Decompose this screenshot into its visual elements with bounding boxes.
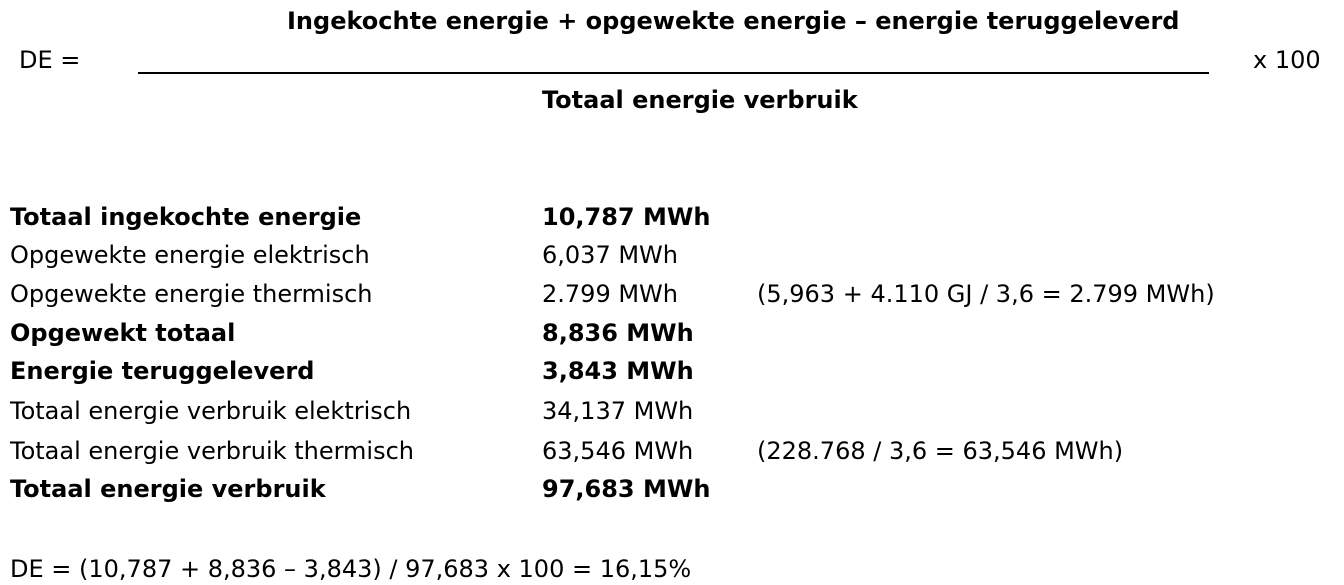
- row-label-opgewekt-totaal: Opgewekt totaal: [10, 319, 236, 347]
- row-value-opgewekte-energie-elektrisch: 6,037 MWh: [542, 241, 678, 269]
- formula-multiplier: x 100: [1253, 46, 1321, 74]
- row-value-energie-teruggeleverd: 3,843 MWh: [542, 357, 694, 385]
- row-value-opgewekte-energie-thermisch: 2.799 MWh: [542, 280, 678, 308]
- row-label-opgewekte-energie-thermisch: Opgewekte energie thermisch: [10, 280, 373, 308]
- row-value-totaal-energie-verbruik-thermisch: 63,546 MWh: [542, 437, 694, 465]
- row-label-energie-teruggeleverd: Energie teruggeleverd: [10, 357, 315, 385]
- row-note-totaal-energie-verbruik-thermisch: (228.768 / 3,6 = 63,546 MWh): [757, 437, 1124, 465]
- row-label-totaal-ingekochte-energie: Totaal ingekochte energie: [10, 203, 362, 231]
- row-label-totaal-energie-verbruik-thermisch: Totaal energie verbruik thermisch: [10, 437, 415, 465]
- fraction-line: [138, 72, 1209, 74]
- row-value-totaal-energie-verbruik: 97,683 MWh: [542, 475, 711, 503]
- row-value-opgewekt-totaal: 8,836 MWh: [542, 319, 694, 347]
- row-label-opgewekte-energie-elektrisch: Opgewekte energie elektrisch: [10, 241, 370, 269]
- row-value-totaal-ingekochte-energie: 10,787 MWh: [542, 203, 711, 231]
- row-value-totaal-energie-verbruik-elektrisch: 34,137 MWh: [542, 397, 694, 425]
- row-label-totaal-energie-verbruik: Totaal energie verbruik: [10, 475, 326, 503]
- row-label-totaal-energie-verbruik-elektrisch: Totaal energie verbruik elektrisch: [10, 397, 412, 425]
- formula-denominator: Totaal energie verbruik: [542, 86, 858, 114]
- row-note-opgewekte-energie-thermisch: (5,963 + 4.110 GJ / 3,6 = 2.799 MWh): [757, 280, 1215, 308]
- formula-lhs: DE =: [19, 46, 81, 74]
- result-equation: DE = (10,787 + 8,836 – 3,843) / 97,683 x…: [10, 555, 692, 583]
- formula-numerator: Ingekochte energie + opgewekte energie –…: [287, 7, 1180, 35]
